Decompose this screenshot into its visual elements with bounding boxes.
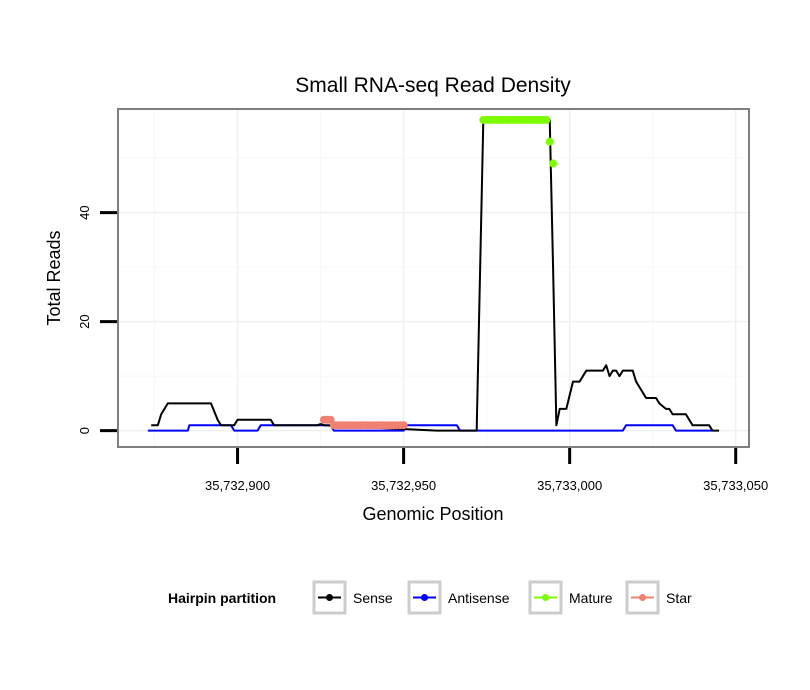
legend-entries: Sense Antisense Mature Star [312, 580, 692, 615]
plot-border [117, 108, 750, 448]
data-point-star [399, 421, 408, 430]
legend-item-mature: Mature [528, 580, 613, 615]
plot-background [118, 109, 749, 447]
data-point-mature [549, 159, 558, 168]
legend-label: Sense [353, 590, 393, 606]
legend-item-sense: Sense [312, 580, 393, 615]
y-tick-label: 40 [77, 205, 92, 219]
series-line-sense [151, 118, 720, 432]
y-axis-title: Total Reads [44, 230, 64, 325]
y-tick-label: 20 [77, 314, 92, 328]
data-point-mature [545, 137, 554, 146]
legend-key-point [542, 594, 549, 601]
legend-item-star: Star [625, 580, 692, 615]
y-tick-label: 0 [77, 427, 92, 434]
legend-label: Antisense [448, 590, 510, 606]
legend-key-point [421, 594, 428, 601]
legend-label: Star [666, 590, 692, 606]
legend-title: Hairpin partition [168, 590, 276, 606]
data-point-mature [542, 115, 551, 124]
legend-item-antisense: Antisense [407, 580, 510, 615]
chart-title: Small RNA-seq Read Density [295, 74, 571, 97]
legend: Hairpin partition Sense Antisense Mature St… [168, 580, 692, 615]
x-tick-label: 35,733,050 [703, 478, 768, 493]
x-axis-title: Genomic Position [362, 504, 503, 524]
y-axis: 0 20 40 [77, 205, 117, 434]
x-tick-label: 35,733,000 [537, 478, 602, 493]
legend-key-point [639, 594, 646, 601]
x-axis: 35,732,900 35,732,950 35,733,000 35,733,050 [205, 448, 768, 493]
x-tick-label: 35,732,950 [371, 478, 436, 493]
legend-label: Mature [569, 590, 613, 606]
legend-key-point [326, 594, 333, 601]
x-tick-label: 35,732,900 [205, 478, 270, 493]
series-layer [147, 115, 720, 432]
